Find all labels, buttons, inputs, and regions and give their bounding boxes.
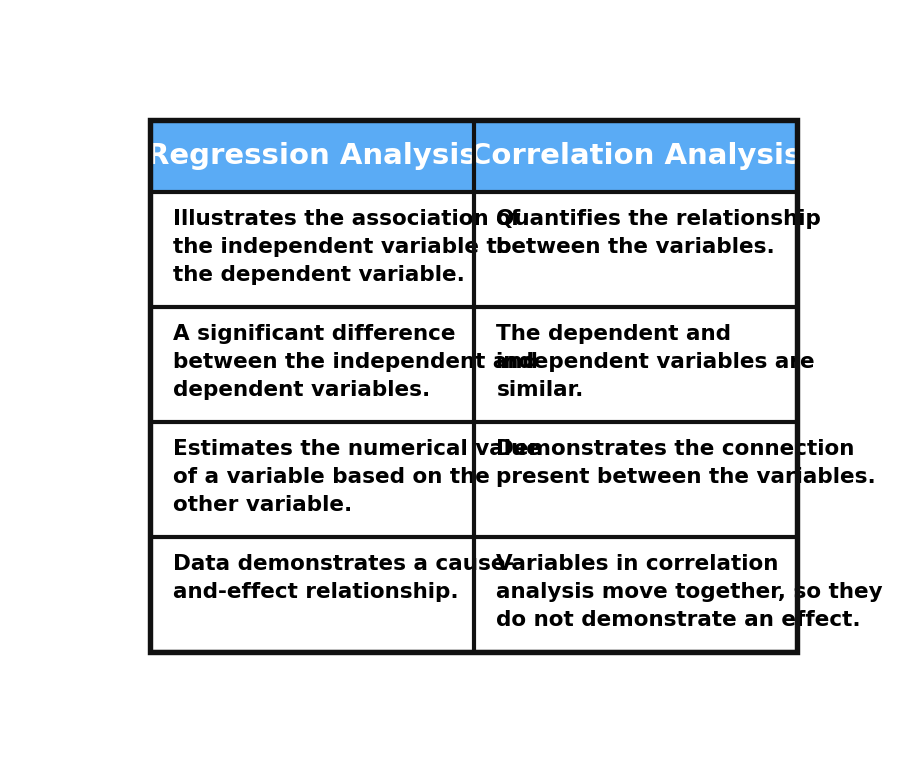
Text: Variables in correlation
analysis move together, so they
do not demonstrate an e: Variables in correlation analysis move t…	[496, 555, 883, 630]
Text: Regression Analysis: Regression Analysis	[147, 142, 477, 170]
Text: Illustrates the association of
the independent variable to
the dependent variabl: Illustrates the association of the indep…	[173, 209, 520, 286]
Text: Correlation Analysis: Correlation Analysis	[469, 142, 801, 170]
Bar	[150, 120, 797, 192]
Text: A significant difference
between the independent and
dependent variables.: A significant difference between the ind…	[173, 325, 538, 400]
Text: Demonstrates the connection
present between the variables.: Demonstrates the connection present betw…	[496, 439, 876, 487]
Text: Data demonstrates a cause-
and-effect relationship.: Data demonstrates a cause- and-effect re…	[173, 555, 514, 602]
Text: Estimates the numerical value
of a variable based on the
other variable.: Estimates the numerical value of a varia…	[173, 439, 541, 516]
Text: Quantifies the relationship
between the variables.: Quantifies the relationship between the …	[496, 209, 821, 257]
Text: The dependent and
independent variables are
similar.: The dependent and independent variables …	[496, 325, 815, 400]
